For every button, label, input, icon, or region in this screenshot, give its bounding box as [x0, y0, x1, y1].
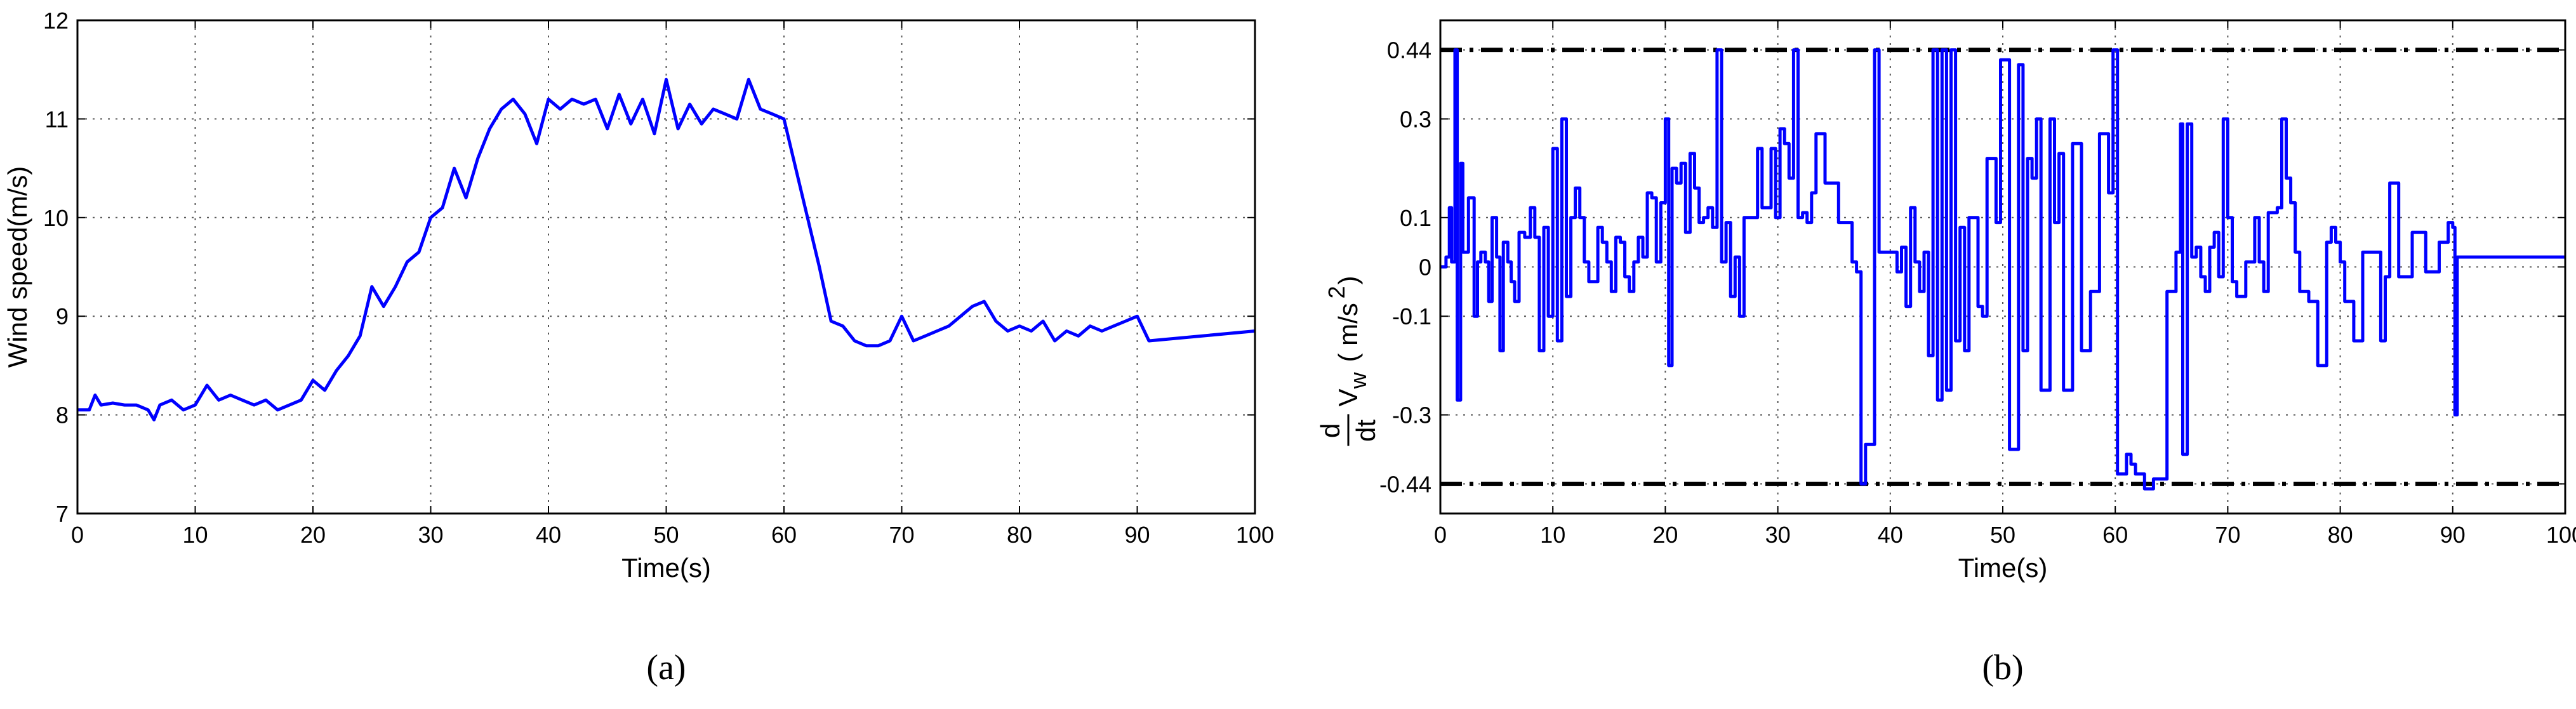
y-tick-label: 0.3	[1400, 106, 1431, 132]
series-line	[1440, 48, 2565, 491]
x-tick-label: 90	[1124, 522, 1150, 548]
y-label-fraction-num: d	[1315, 423, 1345, 438]
x-tick-label: 80	[1007, 522, 1032, 548]
axes-frame	[1439, 19, 2566, 515]
x-tick-label: 70	[2215, 522, 2240, 548]
figure-caption: (a)	[646, 648, 686, 687]
x-tick-label: 100	[1236, 522, 1274, 548]
x-tick-label: 100	[2546, 522, 2576, 548]
x-tick-label: 40	[1878, 522, 1903, 548]
axes-frame	[76, 19, 1256, 515]
y-tick-label: 11	[45, 106, 69, 132]
y-tick-label: 7	[56, 501, 69, 527]
x-tick-label: 0	[71, 522, 84, 548]
figure-caption: (b)	[1982, 648, 2023, 687]
x-tick-label: 20	[1652, 522, 1678, 548]
y-tick-label: -0.44	[1379, 471, 1431, 497]
y-label-fraction-den: dt	[1351, 420, 1381, 442]
y-tick-label: 8	[56, 402, 69, 428]
x-tick-label: 10	[182, 522, 208, 548]
y-tick-label: 9	[56, 303, 69, 329]
x-tick-label: 90	[2440, 522, 2466, 548]
y-label-unit-superscript: 2	[1324, 286, 1350, 298]
y-tick-label: 0.44	[1387, 37, 1431, 63]
x-tick-label: 70	[889, 522, 914, 548]
chart-a: 0 10 20 30 40 50 60 70 80 90 100 7 8 9 10 11 12 Time(s) (a…	[3, 8, 1274, 687]
x-tick-label: 0	[1434, 522, 1447, 548]
y-tick-label: 0.1	[1400, 205, 1431, 231]
x-tick-label: 20	[300, 522, 326, 548]
x-tick-label: 80	[2328, 522, 2353, 548]
x-axis-label: Time(s)	[1958, 553, 2048, 583]
x-tick-label: 40	[536, 522, 561, 548]
x-tick-label: 60	[2102, 522, 2128, 548]
y-label-variable: V	[1333, 388, 1363, 406]
y-tick-label: -0.1	[1392, 303, 1431, 329]
x-tick-label: 60	[771, 522, 797, 548]
x-tick-label: 30	[1765, 522, 1791, 548]
y-label-subscript: w	[1345, 372, 1371, 390]
x-tick-label: 30	[418, 522, 443, 548]
plot-area	[77, 20, 1255, 514]
x-tick-label: 50	[1990, 522, 2015, 548]
y-axis-label: Wind speed(m/s)	[3, 166, 32, 368]
y-label-unit-close: )	[1333, 276, 1363, 285]
y-tick-label: -0.3	[1392, 402, 1431, 428]
x-tick-label: 50	[653, 522, 679, 548]
y-axis-label: d dt Vw ( m/s 2)	[1315, 276, 1381, 446]
y-tick-label: 0	[1419, 255, 1431, 281]
y-tick-label: 12	[43, 8, 69, 34]
chart-b: 0 10 20 30 40 50 60 70 80 90 100 0.44 0.3 0.1 0 -0.1 -0.…	[1315, 19, 2576, 687]
y-tick-label: 10	[43, 205, 69, 231]
x-tick-label: 10	[1540, 522, 1565, 548]
series-line	[77, 77, 1256, 421]
x-axis-label: Time(s)	[621, 553, 711, 583]
y-label-unit: ( m/s	[1333, 303, 1363, 362]
